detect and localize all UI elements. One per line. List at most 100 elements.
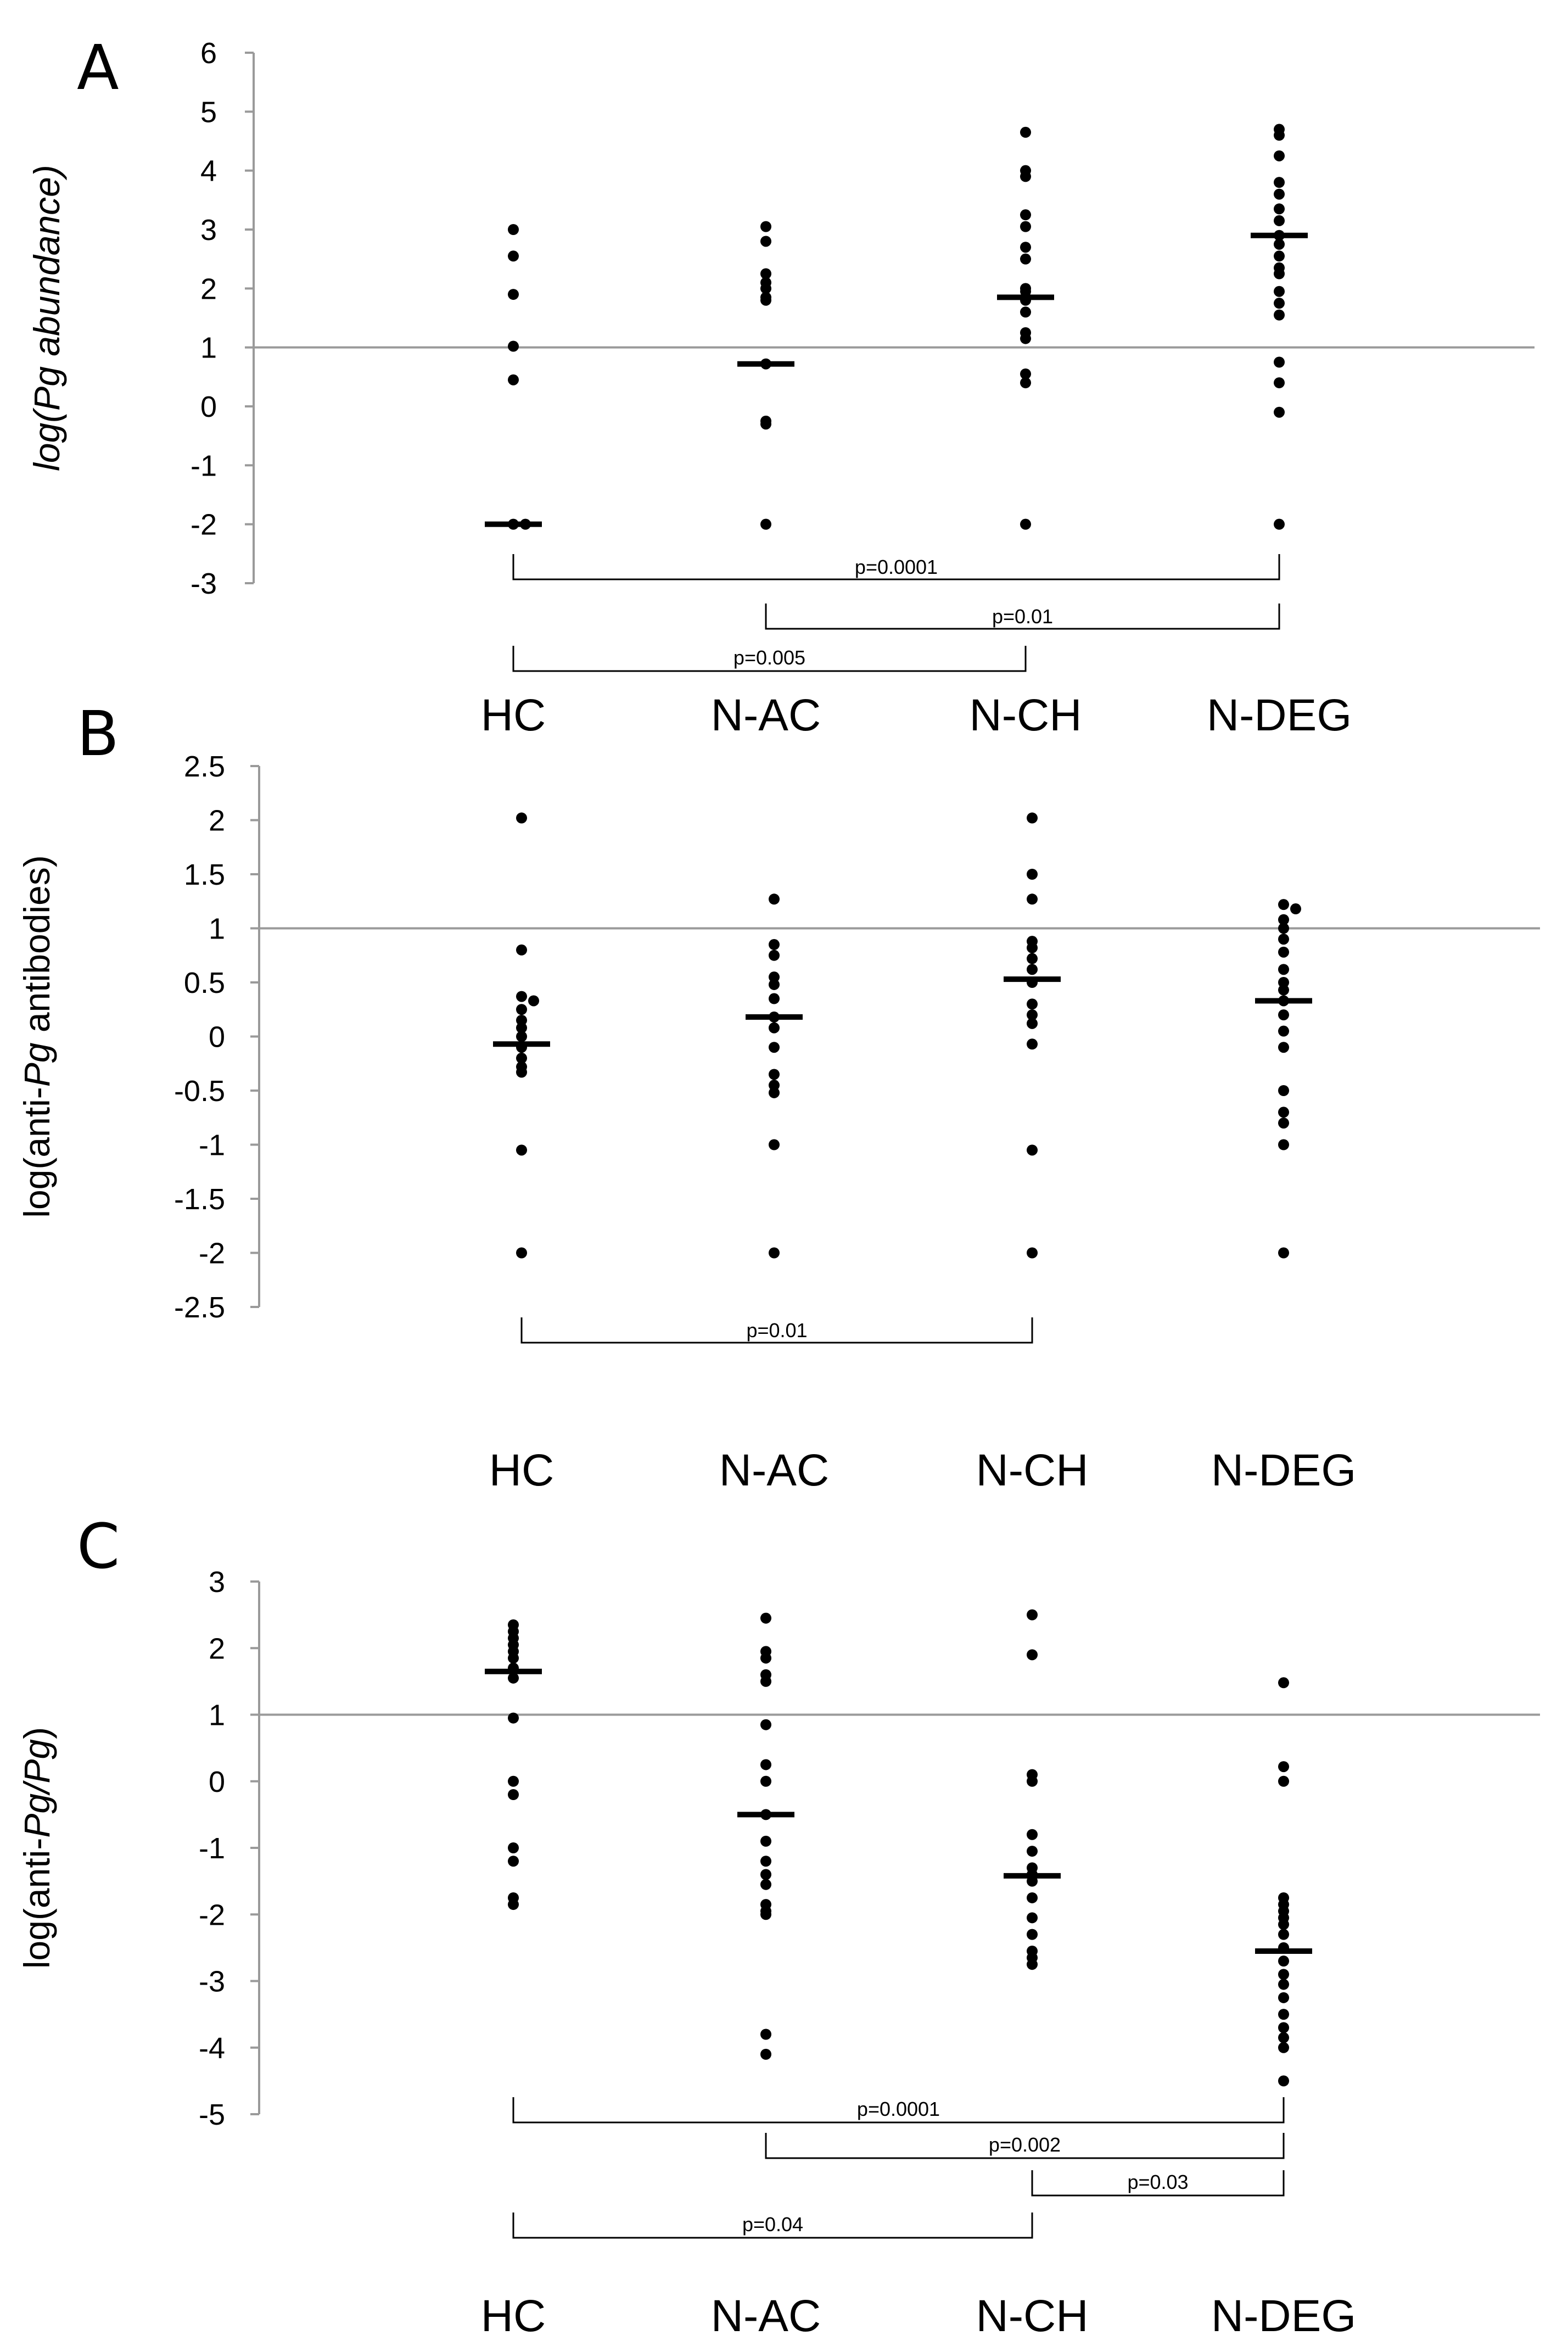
- panel-c-y-tick-label: -1: [199, 1832, 225, 1865]
- panel-a-p-value-label: p=0.0001: [855, 556, 938, 578]
- panel-a-point-n-ac: [760, 283, 771, 294]
- panel-a-point-hc: [508, 289, 519, 300]
- panel-c-point-n-ac: [760, 1879, 771, 1890]
- panel-c-y-tick-label: -4: [199, 2032, 225, 2065]
- panel-a-point-n-deg: [1274, 150, 1285, 161]
- panel-a-point-n-ch: [1020, 253, 1031, 265]
- panel-c-point-n-ac: [760, 1759, 771, 1770]
- panel-c-point-n-deg: [1278, 1969, 1289, 1980]
- panel-c-point-n-ch: [1027, 1829, 1038, 1840]
- panel-b-y-tick-label: 0.5: [184, 966, 225, 999]
- panel-c-significance-bracket: [765, 2133, 1285, 2159]
- panel-a-point-n-ac: [760, 518, 771, 530]
- panel-a-significance-bracket: [512, 646, 1027, 672]
- panel-a-point-n-deg: [1274, 203, 1285, 215]
- panel-b-point-n-ch: [1027, 1038, 1038, 1050]
- panel-c-point-n-ac: [760, 1652, 771, 1664]
- panel-c-significance-bracket: [512, 2097, 1285, 2124]
- panel-c-point-n-ch: [1027, 1775, 1038, 1787]
- panel-b-point-n-deg: [1278, 984, 1289, 996]
- panel-b-point-n-deg: [1278, 977, 1289, 988]
- panel-a-y-tick-label: 0: [200, 390, 217, 423]
- panel-b-point-n-ch: [1027, 1018, 1038, 1029]
- panel-b-point-hc: [516, 1014, 527, 1026]
- panel-a-point-n-ac: [760, 418, 771, 430]
- panel-b-y-tick-label: 1.5: [184, 858, 225, 891]
- panel-a: A -3 -2 -1 0 1 2 3 4 5 6 log(Pg abundance) HC N-AC N-…: [26, 32, 1535, 740]
- panel-a-point-n-deg: [1274, 518, 1285, 530]
- panel-c-point-n-ac: [760, 1835, 771, 1847]
- panel-a-y-axis-label: log(Pg abundance): [26, 165, 67, 471]
- panel-c-point-n-deg: [1278, 2009, 1289, 2020]
- panel-c-y-tick-label: 3: [209, 1566, 225, 1599]
- panel-c-p-value-label: p=0.03: [1127, 2171, 1188, 2193]
- panel-b-y-tick-label: -1.5: [174, 1183, 225, 1216]
- panel-a-significance-bracket: [765, 604, 1280, 630]
- panel-c-category-n-ac: N-AC: [711, 2291, 821, 2341]
- panel-b-point-n-deg: [1278, 923, 1289, 934]
- panel-b-point-n-deg: [1278, 934, 1289, 945]
- panel-a-point-n-deg: [1274, 238, 1285, 250]
- panel-a-point-n-ch: [1020, 306, 1031, 318]
- panel-b-point-n-ac: [769, 993, 780, 1004]
- panel-b-point-n-ch: [1027, 998, 1038, 1010]
- panel-a-point-n-deg: [1274, 286, 1285, 297]
- panel-c-y-tick-label: -5: [199, 2098, 225, 2131]
- panel-b-y-tick-label: 2: [209, 804, 225, 837]
- panel-b-category-n-ac: N-AC: [719, 1445, 829, 1495]
- panel-b-point-n-deg: [1278, 964, 1289, 975]
- panel-c-point-n-ch: [1027, 1649, 1038, 1661]
- panel-b-point-n-ch: [1027, 869, 1038, 880]
- panel-b-point-hc: [516, 944, 527, 956]
- panel-b-point-hc: [516, 812, 527, 824]
- panel-b-y-tick-label: 0: [209, 1021, 225, 1054]
- panel-b-category-hc: HC: [489, 1445, 554, 1495]
- panel-b-p-value-label: p=0.01: [746, 1319, 807, 1342]
- panel-a-point-hc: [508, 374, 519, 385]
- panel-b-point-n-ac: [769, 1042, 780, 1053]
- panel-c-point-n-deg: [1278, 1775, 1289, 1787]
- panel-b-y-tick-label: 2.5: [184, 750, 225, 783]
- panel-a-category-n-deg: N-DEG: [1207, 690, 1352, 740]
- panel-c-significance-bracket: [512, 2213, 1033, 2239]
- panel-b-point-n-deg: [1290, 903, 1301, 915]
- panel-a-point-n-deg: [1274, 356, 1285, 368]
- panel-a-point-n-ch: [1020, 518, 1031, 530]
- panel-a-point-n-deg: [1274, 130, 1285, 141]
- panel-b-point-n-ac: [769, 949, 780, 961]
- panel-b-point-n-ac: [769, 1022, 780, 1033]
- panel-c-p-value-label: p=0.0001: [857, 2098, 940, 2120]
- panel-b-point-hc: [516, 1031, 527, 1042]
- panel-a-point-n-ch: [1020, 221, 1031, 232]
- panel-a-point-n-ch: [1020, 171, 1031, 182]
- panel-b-point-n-ac: [769, 1247, 780, 1259]
- panel-a-letter: A: [77, 32, 119, 104]
- panel-b-y-tick-label: -2: [199, 1237, 225, 1270]
- panel-a-point-n-ac: [760, 294, 771, 306]
- panel-b-y-axis-label: log(anti-Pg antibodies): [16, 855, 57, 1217]
- panel-b-point-n-deg: [1278, 1139, 1289, 1150]
- panel-a-point-n-deg: [1274, 268, 1285, 280]
- panel-b-point-n-ac: [769, 893, 780, 905]
- panel-c-point-n-ch: [1027, 1929, 1038, 1940]
- panel-c-point-n-deg: [1278, 1979, 1289, 1990]
- panel-b-point-n-ac: [769, 1069, 780, 1080]
- panel-c-point-n-deg: [1278, 2032, 1289, 2043]
- panel-c-point-n-ac: [760, 1719, 771, 1730]
- panel-a-point-hc: [508, 224, 519, 235]
- panel-c-point-n-ac: [760, 2029, 771, 2040]
- panel-a-category-hc: HC: [481, 690, 546, 740]
- panel-b-point-hc: [516, 1052, 527, 1064]
- panel-b-y-tick-label: 1: [209, 913, 225, 946]
- panel-c-point-n-deg: [1278, 2042, 1289, 2053]
- panel-b-point-hc: [516, 1066, 527, 1078]
- panel-c-y-tick-label: 2: [209, 1632, 225, 1665]
- panel-c-point-hc: [508, 1899, 519, 1910]
- panel-b-point-n-deg: [1278, 1009, 1289, 1021]
- panel-a-point-n-ch: [1020, 333, 1031, 344]
- panel-a-category-n-ac: N-AC: [711, 690, 821, 740]
- panel-a-point-n-deg: [1274, 188, 1285, 200]
- panel-c-point-hc: [508, 1856, 519, 1867]
- panel-b-point-hc: [516, 1022, 527, 1033]
